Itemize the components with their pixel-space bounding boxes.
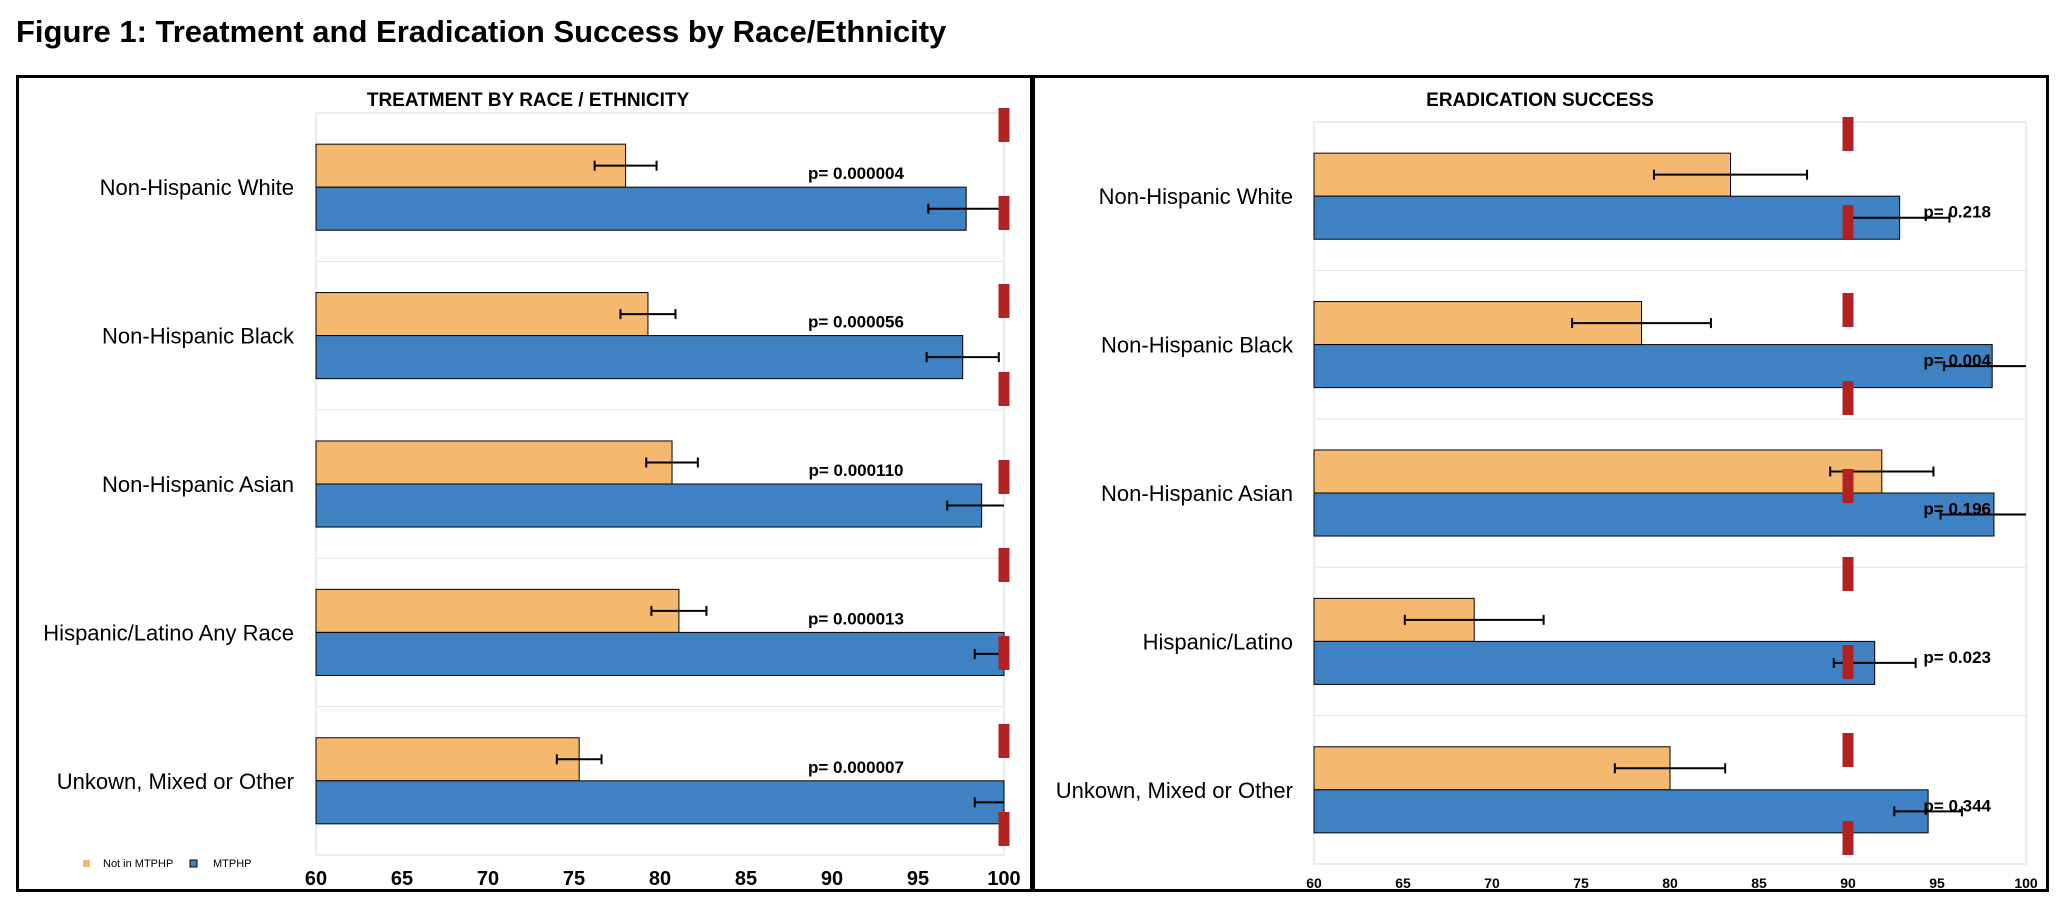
p-value-label: p= 0.218 <box>1923 203 1991 222</box>
x-tick-label: 90 <box>821 868 843 890</box>
bar-mtphp-non-hispanic-asian <box>315 483 983 528</box>
treatment-chart: TREATMENT BY RACE / ETHNICITY 60 65 70 75 80 8… <box>43 90 1020 890</box>
x-tick-label: 100 <box>987 868 1020 890</box>
legend-swatch-mtphp <box>189 859 198 868</box>
chart-title: TREATMENT BY RACE / ETHNICITY <box>367 90 690 111</box>
eradication-chart-panel: ERADICATION SUCCESS 60 65 70 75 80 85 90 95 100 No… <box>1032 75 2049 892</box>
x-tick-label: 70 <box>477 868 499 890</box>
bar-mtphp-non-hispanic-black <box>1313 344 1993 389</box>
category-label: Non-Hispanic White <box>100 175 294 200</box>
category-label: Non-Hispanic Black <box>102 324 295 349</box>
eradication-chart: ERADICATION SUCCESS 60 65 70 75 80 85 90 95 100 No… <box>1056 90 2038 891</box>
x-tick-label: 75 <box>1573 875 1589 891</box>
bar-mtphp-non-hispanic-white <box>1313 195 1901 240</box>
bar-mtphp-non-hispanic-asian <box>1313 492 1995 537</box>
p-value-label: p= 0.000056 <box>808 313 904 332</box>
p-value-label: p= 0.000007 <box>808 758 904 777</box>
x-tick-label: 80 <box>1662 875 1678 891</box>
x-tick-label: 90 <box>1840 875 1856 891</box>
bar-not-in-mtphp-non-hispanic-white <box>315 143 627 188</box>
x-tick-label: 65 <box>391 868 413 890</box>
p-value-label: p= 0.000110 <box>808 461 903 480</box>
x-tick-label: 75 <box>563 868 585 890</box>
bar-mtphp-hispanic-latino <box>1313 640 1876 685</box>
p-value-label: p= 0.000013 <box>808 609 904 628</box>
chart-title: ERADICATION SUCCESS <box>1426 90 1654 111</box>
p-value-label: p= 0.196 <box>1923 500 1991 519</box>
bar-not-in-mtphp-hispanic-latino-any-race <box>315 588 680 633</box>
x-tick-label: 85 <box>735 868 757 890</box>
legend-label-mtphp: MTPHP <box>213 858 252 870</box>
bar-mtphp-hispanic-latino-any-race <box>315 631 1005 676</box>
bar-mtphp-non-hispanic-white <box>315 186 967 231</box>
bar-mtphp-unkown-mixed-or-other <box>1313 789 1929 834</box>
category-label: Unkown, Mixed or Other <box>57 769 294 794</box>
x-tick-label: 65 <box>1395 875 1411 891</box>
bar-not-in-mtphp-non-hispanic-black <box>315 292 649 337</box>
p-value-label: p= 0.023 <box>1923 648 1991 667</box>
p-value-label: p= 0.344 <box>1923 796 1991 815</box>
x-tick-label: 100 <box>2014 875 2038 891</box>
category-label: Hispanic/Latino Any Race <box>43 620 294 645</box>
x-tick-label: 95 <box>907 868 929 890</box>
x-tick-label: 85 <box>1751 875 1767 891</box>
x-tick-label: 60 <box>305 868 327 890</box>
x-tick-label: 70 <box>1484 875 1500 891</box>
figure-title: Figure 1: Treatment and Eradication Succ… <box>16 14 947 49</box>
bar-mtphp-non-hispanic-black <box>315 335 964 380</box>
p-value-label: p= 0.000004 <box>808 164 904 183</box>
category-label: Unkown, Mixed or Other <box>1056 778 1293 803</box>
category-label: Non-Hispanic Black <box>1101 333 1294 358</box>
x-tick-label: 80 <box>649 868 671 890</box>
bar-not-in-mtphp-unkown-mixed-or-other <box>315 737 580 782</box>
x-tick-label: 95 <box>1929 875 1945 891</box>
x-tick-label: 60 <box>1306 875 1322 891</box>
category-label: Hispanic/Latino <box>1143 629 1293 654</box>
category-label: Non-Hispanic White <box>1099 184 1293 209</box>
category-label: Non-Hispanic Asian <box>102 472 294 497</box>
category-label: Non-Hispanic Asian <box>1101 481 1293 506</box>
bar-mtphp-unkown-mixed-or-other <box>315 780 1005 825</box>
p-value-label: p= 0.004 <box>1923 351 1991 370</box>
legend-label-not-in-mtphp: Not in MTPHP <box>103 858 173 870</box>
bar-not-in-mtphp-non-hispanic-asian <box>315 440 673 485</box>
legend-swatch-not-in-mtphp <box>83 860 90 867</box>
treatment-chart-panel: TREATMENT BY RACE / ETHNICITY 60 65 70 75 80 8… <box>16 75 1033 892</box>
bar-not-in-mtphp-non-hispanic-asian <box>1313 449 1883 494</box>
